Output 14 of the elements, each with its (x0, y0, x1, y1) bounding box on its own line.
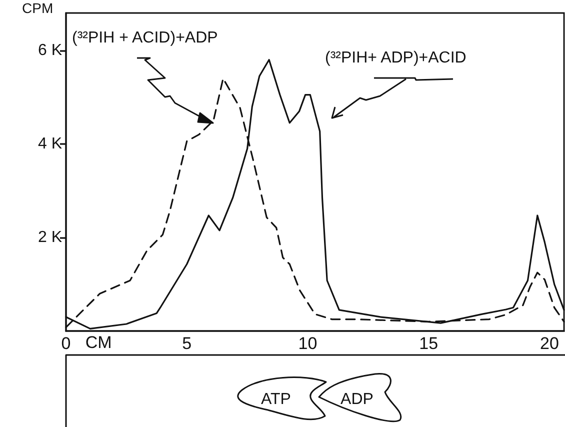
x-axis-title: CM (85, 333, 112, 352)
series-label: (³²PIH+ ADP)+ACID (325, 50, 466, 66)
y-axis-title: CPM (22, 0, 54, 16)
x-tick-label: 10 (298, 334, 318, 353)
x-tick-label: 5 (182, 334, 192, 353)
x-tick-label: 0 (61, 334, 71, 353)
y-tick-label: 6 K (38, 42, 62, 59)
x-tick-label: 20 (540, 334, 559, 353)
text: ADP (340, 391, 374, 408)
x-tick-label: 15 (419, 334, 438, 353)
text: (³²PIH + ACID)+ADP (72, 30, 218, 46)
y-tick-label: 2 K (38, 228, 62, 246)
text: ATP (261, 391, 291, 408)
y-tick-label: 4 K (38, 135, 62, 152)
